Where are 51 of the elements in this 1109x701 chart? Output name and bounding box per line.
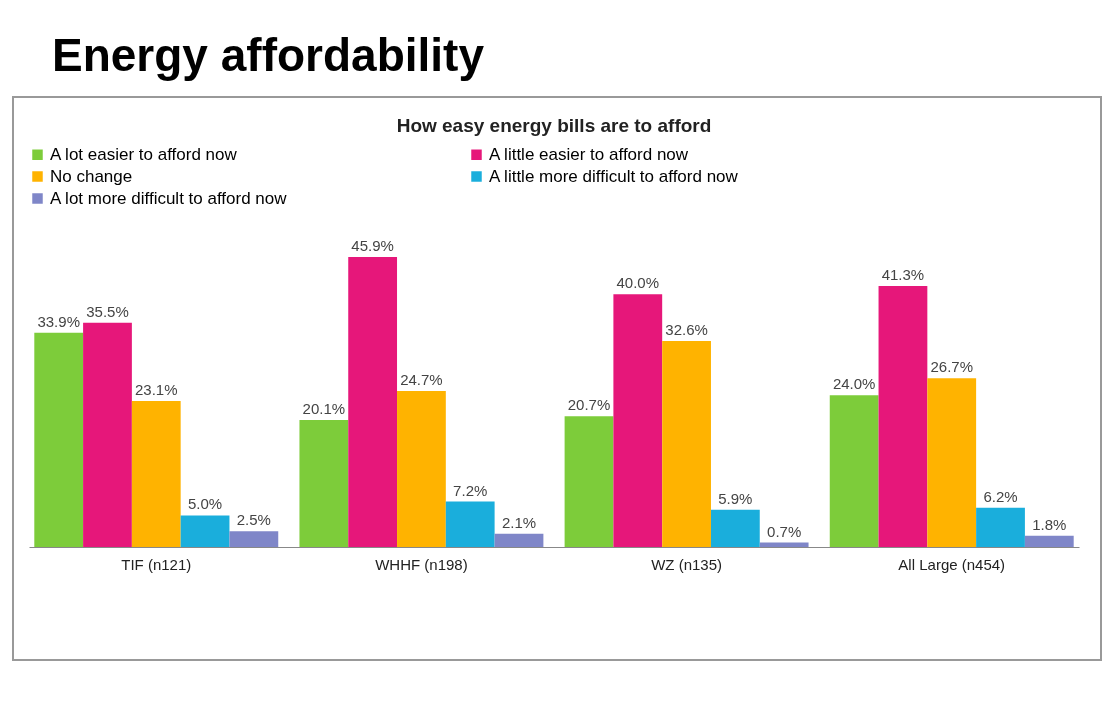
x-tick-label: All Large (n454)	[898, 555, 1006, 573]
chart-subtitle: How easy energy bills are to afford	[396, 115, 712, 136]
bar	[564, 416, 614, 547]
legend-label: A lot easier to afford now	[50, 144, 238, 164]
data-label: 6.2%	[983, 487, 1018, 505]
data-label: 24.0%	[832, 375, 876, 393]
bar	[397, 390, 446, 547]
bar	[131, 401, 181, 547]
bar	[878, 286, 928, 547]
data-label: 45.9%	[351, 237, 394, 254]
chart-title: Energy affordability	[52, 28, 485, 83]
legend-label: No change	[50, 166, 133, 186]
bar	[976, 507, 1025, 547]
bar	[710, 509, 760, 547]
bar	[829, 395, 879, 547]
data-label: 32.6%	[665, 321, 708, 339]
legend-label: A lot more difficult to afford now	[50, 188, 288, 208]
data-label: 40.0%	[616, 274, 660, 292]
data-label: 35.5%	[86, 302, 129, 320]
data-label: 23.1%	[135, 381, 178, 399]
data-label: 41.3%	[881, 266, 925, 284]
data-label: 0.7%	[767, 522, 802, 540]
bar	[83, 322, 132, 547]
data-label: 1.8%	[1032, 515, 1067, 533]
data-label: 33.9%	[37, 312, 80, 330]
bar	[34, 332, 84, 547]
data-label: 24.7%	[400, 370, 443, 388]
data-label: 2.5%	[236, 511, 271, 529]
data-label: 5.0%	[187, 495, 223, 513]
x-tick-label: WZ (n135)	[651, 555, 723, 573]
bar	[180, 515, 230, 547]
data-label: 2.1%	[501, 513, 537, 531]
bar	[927, 378, 977, 547]
x-tick-label: WHHF (n198)	[375, 555, 468, 573]
bar	[613, 294, 663, 547]
bar	[1024, 535, 1074, 547]
bar	[229, 531, 279, 547]
data-label: 5.9%	[718, 489, 753, 507]
data-label: 20.7%	[567, 396, 611, 414]
data-label: 20.1%	[302, 400, 346, 418]
bar	[445, 501, 495, 547]
legend-label: A little more difficult to afford now	[489, 166, 739, 186]
data-label: 26.7%	[930, 358, 973, 376]
bar	[662, 341, 711, 547]
data-label: 7.2%	[453, 481, 488, 499]
x-tick-label: TIF (n121)	[121, 555, 192, 573]
bar	[494, 533, 544, 547]
bar	[299, 420, 349, 547]
legend-label: A little easier to afford now	[489, 144, 689, 164]
bar	[348, 257, 398, 547]
bar	[759, 542, 809, 547]
